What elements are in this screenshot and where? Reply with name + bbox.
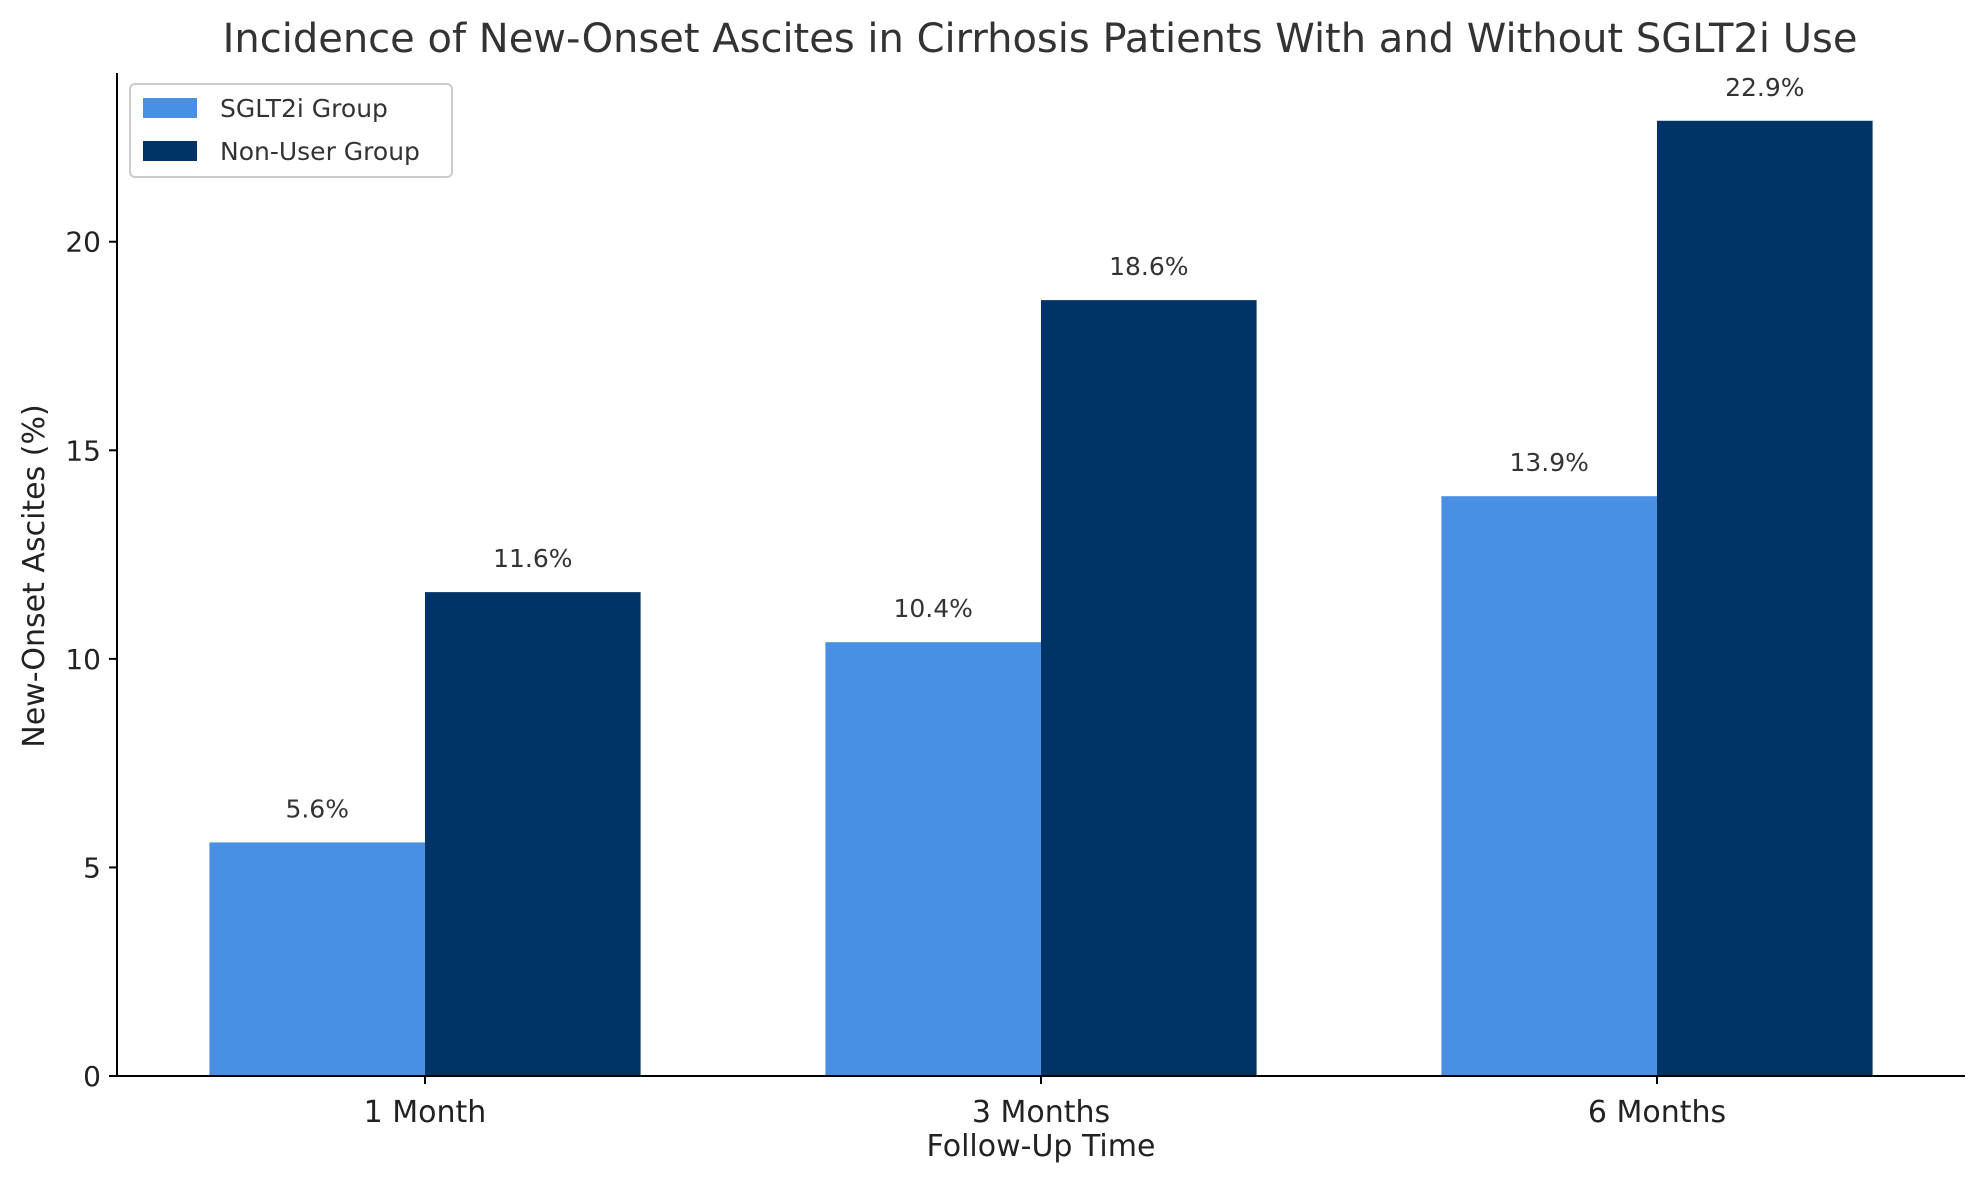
legend-label-non-user: Non-User Group: [220, 137, 420, 166]
chart-title: Incidence of New-Onset Ascites in Cirrho…: [223, 16, 1858, 62]
x-tick-label: 6 Months: [1588, 1095, 1726, 1130]
bar-sglt2i-2: [1441, 496, 1657, 1076]
x-axis-label: Follow-Up Time: [927, 1129, 1156, 1164]
bar-value-label: 11.6%: [493, 544, 572, 573]
y-tick-label: 10: [65, 643, 101, 676]
bar-value-label: 13.9%: [1509, 448, 1588, 477]
x-tick-label: 3 Months: [972, 1095, 1110, 1130]
legend-swatch-non-user: [143, 141, 197, 161]
bar-value-label: 18.6%: [1109, 252, 1188, 281]
y-tick-label: 5: [83, 851, 101, 884]
bar-non-user-0: [425, 592, 641, 1076]
x-tick-label: 1 Month: [364, 1095, 487, 1130]
y-axis-label: New-Onset Ascites (%): [17, 404, 52, 747]
y-tick-label: 20: [65, 226, 101, 259]
bar-value-label: 10.4%: [893, 594, 972, 623]
y-tick-label: 15: [65, 434, 101, 467]
bar-sglt2i-1: [825, 642, 1041, 1076]
y-tick-label: 0: [83, 1060, 101, 1093]
bar-non-user-1: [1041, 300, 1257, 1076]
legend-frame: [129, 83, 453, 178]
bar-sglt2i-0: [209, 842, 425, 1076]
plot-area: 0 5 10 15 20 5.6% 10.4% 13.9% 11.6% 18.6% 22.9% 1 M…: [65, 73, 1873, 1130]
bar-non-user-2: [1657, 120, 1873, 1076]
bar-value-label: 5.6%: [285, 794, 349, 823]
legend-swatch-sglt2i: [143, 98, 197, 118]
legend: SGLT2i Group Non-User Group: [129, 83, 453, 178]
legend-label-sglt2i: SGLT2i Group: [220, 94, 388, 123]
bar-value-label: 22.9%: [1725, 73, 1804, 102]
